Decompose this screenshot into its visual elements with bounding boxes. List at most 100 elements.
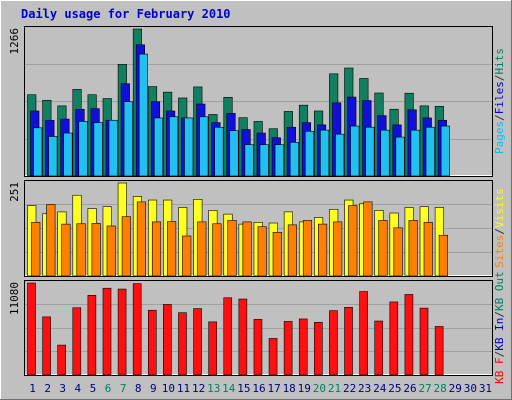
bar-sites [393, 227, 403, 277]
bar-sites [318, 223, 328, 277]
legend-item: KB Out [493, 271, 506, 311]
x-tick-label: 15 [237, 382, 250, 395]
x-tick-label: 16 [252, 382, 265, 395]
legend-text: Sites/Visits [493, 188, 506, 268]
legend-separator: / [493, 228, 506, 235]
bar-kb-f [178, 312, 187, 376]
bar-pages [320, 129, 330, 177]
x-tick-label: 10 [162, 382, 175, 395]
legend-text: Pages/Files/Hits [493, 48, 506, 154]
panel-frame [24, 26, 493, 177]
legend-item: Visits [493, 188, 506, 228]
bar-pages [214, 126, 224, 177]
bar-pages [138, 53, 148, 177]
x-tick-label: 19 [298, 382, 311, 395]
bar-sites [197, 221, 207, 277]
bar-sites [287, 224, 297, 277]
legend-item: Hits [493, 48, 506, 75]
bar-sites [167, 221, 177, 277]
bar-pages [63, 132, 73, 177]
legend-separator: / [493, 311, 506, 318]
bar-kb-f [132, 283, 142, 376]
legend-2: KB F/KB In/KB Out [493, 271, 506, 384]
x-tick-label: 28 [434, 382, 447, 395]
bar-sites [182, 235, 192, 277]
x-tick-label: 17 [267, 382, 280, 395]
bar-kb-f [389, 301, 399, 376]
x-tick-label: 2 [44, 382, 51, 395]
x-tick-label: 13 [207, 382, 220, 395]
bar-kb-f [268, 338, 278, 376]
x-tick-label: 21 [328, 382, 341, 395]
bar-kb-f [314, 321, 323, 376]
bar-sites [46, 204, 56, 277]
bar-kb-f [344, 307, 353, 376]
bar-kb-f [27, 282, 36, 376]
x-tick-label: 7 [120, 382, 127, 395]
bar-kb-f [163, 304, 172, 376]
bar-pages [425, 126, 435, 177]
bar-kb-f [419, 307, 429, 376]
bar-pages [274, 144, 284, 177]
bar-kb-f [298, 318, 308, 376]
chart-title: Daily usage for February 2010 [21, 7, 231, 21]
bar-sites [423, 221, 433, 277]
bar-sites [31, 221, 41, 277]
x-tick-label: 12 [192, 382, 205, 395]
bar-sites [61, 223, 71, 277]
bar-kb-f [283, 321, 293, 376]
x-tick-label: 31 [479, 382, 492, 395]
y-axis-max-label: 251 [8, 182, 21, 202]
x-tick-label: 29 [449, 382, 462, 395]
legend-item: Pages [493, 121, 506, 154]
bar-kb-f [223, 297, 233, 376]
legend-separator: / [493, 351, 506, 358]
bar-pages [48, 136, 58, 177]
bar-pages [78, 121, 88, 177]
x-tick-label: 9 [150, 382, 157, 395]
bar-sites [91, 223, 101, 277]
bar-kb-f [434, 326, 444, 376]
bar-pages [289, 142, 299, 177]
bar-pages [123, 101, 133, 177]
bar-pages [335, 133, 345, 177]
bar-sites [121, 216, 131, 277]
legend-item: KB F [493, 357, 506, 384]
bar-kb-f [374, 320, 384, 376]
bar-kb-f [87, 294, 97, 376]
bar-sites [408, 220, 418, 277]
bar-kb-f [359, 291, 368, 376]
bar-sites [378, 220, 388, 277]
bar-pages [395, 136, 405, 177]
x-tick-label: 8 [135, 382, 142, 395]
legend-text: KB F/KB In/KB Out [493, 271, 506, 384]
bar-sites [272, 231, 282, 277]
bar-pages [304, 130, 315, 177]
bar-pages [259, 144, 269, 177]
panel-frame [24, 180, 493, 277]
x-tick-label: 27 [418, 382, 431, 395]
bar-kb-f [193, 308, 202, 376]
bar-sites [363, 201, 373, 277]
bar-kb-f [102, 287, 112, 376]
bar-kb-f [404, 294, 414, 376]
x-tick-label: 18 [283, 382, 296, 395]
bar-sites [76, 223, 86, 277]
x-tick-label: 23 [358, 382, 371, 395]
bar-pages [350, 125, 360, 177]
x-tick-label: 24 [373, 382, 387, 395]
bar-kb-f [57, 344, 66, 376]
x-tick-label: 5 [90, 382, 97, 395]
bar-pages [93, 122, 103, 177]
bar-kb-f [253, 319, 263, 376]
bar-kb-f [147, 309, 157, 376]
x-tick-label: 1 [29, 382, 36, 395]
bar-kb-f [117, 288, 127, 376]
bar-pages [153, 117, 164, 177]
bar-sites [151, 221, 162, 277]
legend-separator: / [493, 75, 506, 82]
bar-pages [244, 144, 254, 177]
bar-pages [33, 127, 43, 177]
bar-sites [136, 201, 146, 277]
